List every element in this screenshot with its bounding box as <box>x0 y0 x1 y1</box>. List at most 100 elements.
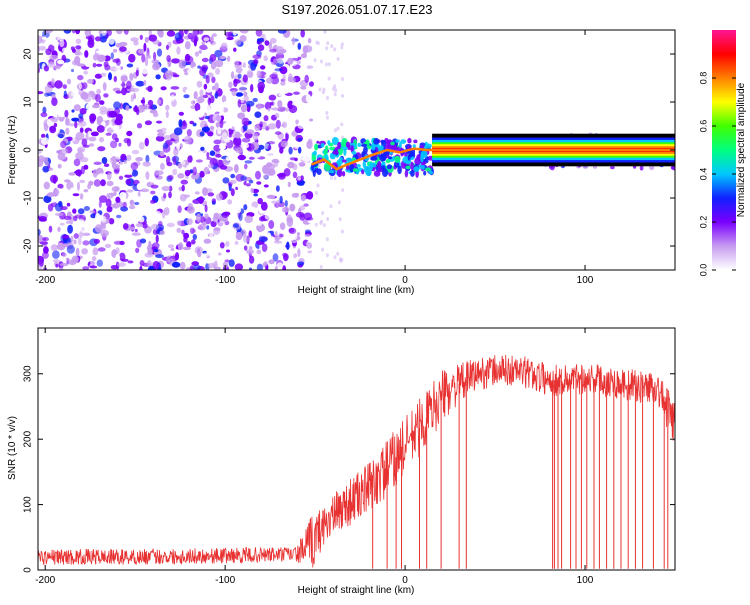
noise-mark <box>253 59 259 65</box>
noise-mark <box>145 171 150 180</box>
noise-mark <box>113 48 118 53</box>
noise-mark <box>191 174 199 180</box>
noise-mark <box>322 87 326 92</box>
noise-mark <box>233 47 237 52</box>
noise-mark <box>120 75 128 82</box>
noise-mark <box>224 31 232 37</box>
noise-mark <box>38 216 47 222</box>
noise-mark <box>152 111 159 118</box>
noise-mark <box>255 30 263 37</box>
noise-mark <box>170 247 175 252</box>
noise-mark <box>282 73 287 83</box>
noise-mark <box>176 227 182 233</box>
noise-mark <box>101 30 107 36</box>
noise-mark <box>92 53 99 61</box>
noise-mark <box>38 149 42 155</box>
x-tick-label: -200 <box>35 275 55 286</box>
noise-mark <box>309 118 313 122</box>
noise-mark <box>265 32 271 40</box>
noise-mark <box>90 198 95 207</box>
noise-mark <box>60 206 68 211</box>
noise-mark <box>43 246 49 254</box>
noise-mark <box>214 92 219 99</box>
noise-mark <box>297 56 302 60</box>
noise-mark <box>231 90 237 97</box>
noise-mark <box>69 187 75 196</box>
noise-mark <box>63 215 72 221</box>
noise-mark <box>237 183 246 191</box>
noise-mark <box>186 267 190 270</box>
noise-mark <box>129 199 135 206</box>
noise-mark <box>183 232 190 239</box>
noise-mark <box>268 220 275 229</box>
noise-mark <box>228 134 232 138</box>
noise-mark <box>325 253 329 258</box>
noise-mark <box>152 142 156 149</box>
noise-mark <box>204 115 210 120</box>
noise-mark <box>207 192 215 197</box>
noise-mark <box>108 37 115 45</box>
noise-mark <box>97 54 106 62</box>
noise-mark <box>38 155 45 162</box>
noise-mark <box>148 240 152 248</box>
noise-mark <box>114 169 119 173</box>
noise-mark <box>160 162 165 171</box>
noise-mark <box>148 34 158 42</box>
noise-mark <box>123 137 130 144</box>
noise-mark <box>299 205 306 211</box>
noise-mark <box>274 230 278 240</box>
noise-mark <box>40 112 48 118</box>
noise-mark <box>297 261 305 266</box>
noise-mark <box>257 81 266 91</box>
noise-mark <box>202 94 208 99</box>
noise-mark <box>103 139 111 145</box>
noise-mark <box>156 191 165 197</box>
noise-mark <box>161 209 166 219</box>
noise-mark <box>167 213 172 218</box>
transition-mark <box>336 169 343 178</box>
transition-mark <box>320 143 325 148</box>
noise-mark <box>307 220 314 224</box>
noise-mark <box>299 166 304 174</box>
noise-mark <box>289 203 296 212</box>
noise-mark <box>49 125 57 134</box>
noise-mark <box>324 62 328 67</box>
noise-mark <box>168 185 173 192</box>
noise-mark <box>169 240 175 244</box>
y-tick-label: 100 <box>23 496 34 513</box>
noise-mark <box>243 235 251 243</box>
noise-mark <box>181 160 186 166</box>
noise-mark <box>153 248 159 253</box>
noise-mark <box>71 91 77 97</box>
noise-mark <box>238 212 243 222</box>
noise-mark <box>277 30 287 34</box>
noise-mark <box>66 220 70 224</box>
noise-mark <box>196 213 201 223</box>
noise-mark <box>96 259 104 267</box>
noise-mark <box>285 131 289 141</box>
noise-mark <box>79 224 89 232</box>
noise-mark <box>52 250 60 259</box>
noise-mark <box>219 242 225 249</box>
noise-mark <box>151 223 159 230</box>
noise-mark <box>173 127 183 136</box>
noise-mark <box>261 243 268 252</box>
noise-mark <box>73 158 81 167</box>
noise-mark <box>87 130 93 137</box>
noise-mark <box>101 157 108 164</box>
x-tick-label: 0 <box>402 275 408 286</box>
noise-mark <box>207 163 214 169</box>
noise-mark <box>268 94 277 101</box>
noise-mark <box>314 222 318 227</box>
noise-mark <box>54 80 63 89</box>
noise-mark <box>276 199 280 208</box>
noise-mark <box>276 262 284 270</box>
noise-mark <box>96 125 105 133</box>
noise-mark <box>43 195 52 203</box>
noise-mark <box>198 50 202 54</box>
noise-mark <box>57 133 64 139</box>
transition-mark <box>413 166 420 172</box>
transition-mark <box>423 170 427 176</box>
noise-mark <box>131 169 139 177</box>
